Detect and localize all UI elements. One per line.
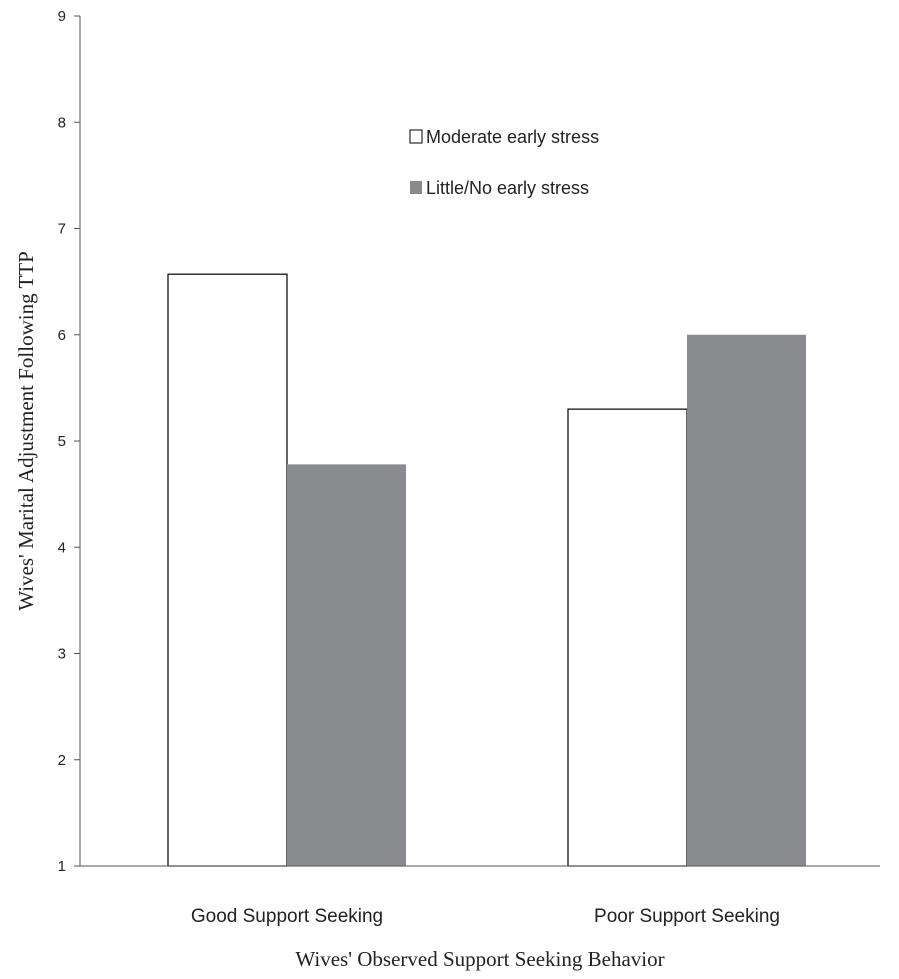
bar-moderate-poor [567, 408, 688, 867]
y-tick-label: 3 [58, 646, 66, 663]
bar-moderate-good [167, 273, 288, 867]
y-axis-title: Wives' Marital Adjustment Following TTP [14, 251, 38, 611]
y-tick-label: 2 [58, 752, 66, 769]
y-tick-label: 6 [58, 327, 66, 344]
x-tick-label: Poor Support Seeking [594, 906, 780, 927]
legend-swatch-moderate [409, 129, 423, 144]
bar-little-no-poor [687, 334, 806, 866]
x-axis: Good Support Seeking Poor Support Seeking [80, 865, 880, 927]
x-axis-title: Wives' Observed Support Seeking Behavior [295, 947, 664, 971]
legend-swatch-little-no [410, 181, 422, 194]
y-tick-label: 7 [58, 221, 66, 238]
legend-label-little-no: Little/No early stress [426, 178, 589, 198]
y-axis: 1 2 3 4 5 6 7 8 9 [58, 8, 81, 875]
y-tick-label: 4 [58, 539, 66, 556]
x-tick-label: Good Support Seeking [191, 906, 383, 927]
legend-label-moderate: Moderate early stress [426, 127, 599, 147]
y-tick-label: 9 [58, 8, 66, 25]
y-tick-label: 5 [58, 433, 66, 450]
y-tick-label: 1 [58, 858, 66, 875]
legend: Moderate early stress Little/No early st… [409, 127, 599, 198]
y-tick-label: 8 [58, 114, 66, 131]
bar-little-no-good [287, 464, 406, 866]
plot-area [167, 273, 806, 867]
